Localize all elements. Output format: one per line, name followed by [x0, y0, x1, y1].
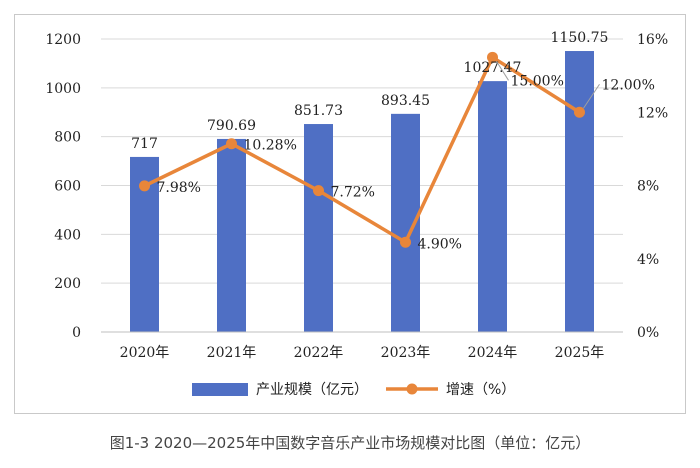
growth-value-label: 15.00%	[511, 73, 564, 89]
data-labels: 717 790.69 851.73 893.45 1027.47 1150.75 7.98%…	[131, 30, 655, 252]
growth-line	[143, 55, 581, 245]
growth-point	[139, 180, 150, 192]
y-left-tick-label: 1000	[45, 81, 81, 97]
y-left-tick-label: 200	[54, 276, 81, 292]
y-left-tick-label: 600	[54, 179, 81, 195]
bar-value-label: 893.45	[381, 93, 430, 109]
bar	[217, 138, 246, 332]
axes: 0 200 400 600 800 1000 1200 0% 4% 8% 12% 16% 2020年 20…	[45, 32, 668, 361]
legend-label-line: 增速（%）	[446, 382, 515, 398]
growth-point	[313, 185, 324, 197]
x-tick-label: 2021年	[207, 345, 257, 361]
x-tick-label: 2022年	[294, 345, 344, 361]
growth-point	[574, 106, 585, 118]
gridlines	[101, 38, 623, 333]
y-right-tick-label: 12%	[637, 105, 668, 121]
growth-value-label: 7.72%	[331, 185, 375, 201]
x-tick-label: 2023年	[381, 345, 431, 361]
label-leader	[496, 61, 509, 81]
bar-value-label: 717	[131, 136, 158, 152]
growth-value-label: 7.98%	[157, 180, 201, 196]
bar	[565, 51, 594, 332]
y-left-tick-label: 800	[54, 130, 81, 146]
growth-value-label: 4.90%	[418, 236, 462, 252]
y-right-tick-label: 16%	[637, 32, 668, 48]
y-left-tick-label: 1200	[45, 32, 81, 48]
bar	[304, 124, 333, 333]
growth-point	[487, 51, 498, 63]
growth-point	[400, 236, 411, 248]
growth-value-label: 12.00%	[602, 77, 655, 93]
legend-marker-line	[406, 383, 418, 395]
legend: 产业规模（亿元） 增速（%）	[192, 382, 515, 398]
growth-point	[226, 138, 237, 150]
bar-value-label: 851.73	[294, 103, 343, 119]
figure-caption: 图1-3 2020—2025年中国数字音乐产业市场规模对比图（单位：亿元）	[109, 434, 591, 452]
bar-value-label: 1027.47	[464, 60, 522, 76]
bar	[478, 81, 507, 333]
y-left-tick-label: 0	[72, 325, 81, 341]
label-leader	[583, 83, 600, 109]
y-right-tick-label: 0%	[637, 325, 659, 341]
legend-swatch-bar	[192, 383, 248, 396]
chart-frame: 717 790.69 851.73 893.45 1027.47 1150.75 7.98%…	[14, 14, 686, 414]
x-tick-label: 2020年	[120, 345, 170, 361]
y-right-tick-label: 4%	[637, 252, 659, 268]
bar-value-label: 1150.75	[551, 30, 609, 46]
legend-label-bar: 产业规模（亿元）	[256, 382, 368, 398]
growth-value-label: 10.28%	[244, 138, 297, 154]
line-series	[139, 51, 585, 248]
bar-series	[130, 51, 594, 333]
y-left-tick-label: 400	[54, 227, 81, 243]
y-right-tick-label: 8%	[637, 179, 659, 195]
chart: 717 790.69 851.73 893.45 1027.47 1150.75 7.98%…	[45, 30, 668, 398]
x-tick-label: 2025年	[555, 345, 605, 361]
bar-value-label: 790.69	[207, 118, 256, 134]
x-tick-label: 2024年	[468, 345, 518, 361]
